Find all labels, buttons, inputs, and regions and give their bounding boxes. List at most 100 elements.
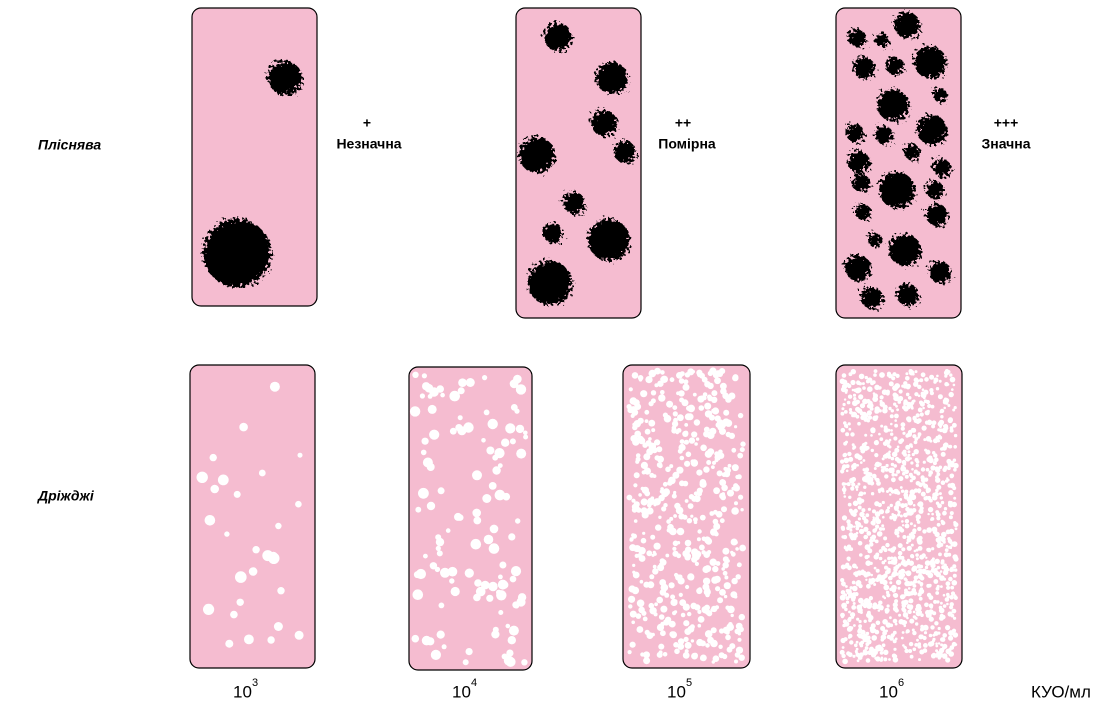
yeast-colony — [237, 599, 244, 606]
yeast-colony — [496, 590, 502, 596]
yeast-colony — [940, 585, 943, 588]
yeast-colony — [863, 492, 866, 495]
yeast-colony — [915, 458, 919, 462]
yeast-colony — [868, 508, 871, 511]
yeast-colony — [849, 411, 853, 415]
yeast-colony — [841, 407, 844, 410]
yeast-colony — [853, 602, 856, 605]
yeast-colony — [638, 493, 642, 497]
yeast-colony — [725, 635, 731, 641]
yeast-colony — [844, 593, 848, 597]
yeast-colony — [680, 439, 685, 444]
yeast-colony — [918, 634, 923, 639]
yeast-colony — [904, 646, 907, 649]
mold-colony — [875, 33, 889, 47]
yeast-colony — [952, 554, 957, 559]
level-text: Помірна — [658, 136, 716, 152]
yeast-colony — [852, 389, 855, 392]
yeast-colony — [891, 477, 896, 482]
yeast-colony — [706, 460, 711, 465]
yeast-colony — [634, 431, 641, 438]
yeast-colony — [949, 595, 954, 600]
yeast-colony — [629, 585, 636, 592]
yeast-colony — [486, 447, 494, 455]
yeast-colony — [698, 624, 702, 628]
yeast-colony — [944, 507, 947, 510]
yeast-colony — [881, 657, 884, 660]
yeast-colony — [945, 401, 948, 404]
yeast-colony — [670, 599, 677, 606]
yeast-colony — [901, 427, 905, 431]
yeast-colony — [910, 461, 913, 464]
yeast-colony — [509, 626, 519, 636]
yeast-colony — [874, 440, 879, 445]
yeast-colony — [936, 537, 941, 542]
yeast-colony — [941, 532, 947, 538]
yeast-colony — [704, 403, 711, 410]
yeast-colony — [491, 630, 499, 638]
yeast-colony — [715, 415, 721, 421]
yeast-colony — [629, 538, 633, 542]
yeast-colony — [735, 629, 741, 635]
yeast-colony — [947, 404, 950, 407]
yeast-colony — [672, 547, 676, 551]
yeast-colony — [234, 491, 241, 498]
yeast-colony — [737, 453, 743, 459]
yeast-colony — [740, 615, 743, 618]
yeast-colony — [882, 490, 885, 493]
yeast-colony — [903, 399, 907, 403]
yeast-colony — [732, 375, 738, 381]
yeast-colony — [923, 438, 926, 441]
yeast-colony — [950, 501, 952, 503]
yeast-colony — [903, 385, 907, 389]
yeast-colony — [663, 378, 668, 383]
yeast-colony — [449, 578, 454, 583]
yeast-colony — [933, 380, 936, 383]
yeast-colony — [902, 432, 905, 435]
yeast-colony — [645, 429, 651, 435]
yeast-colony — [484, 410, 490, 416]
yeast-colony — [416, 569, 426, 579]
yeast-colony — [903, 513, 908, 518]
yeast-colony — [870, 427, 875, 432]
yeast-colony — [907, 450, 910, 453]
yeast-colony — [687, 573, 694, 580]
yeast-colony — [939, 606, 943, 610]
yeast-colony — [939, 543, 943, 547]
yeast-colony — [669, 517, 673, 521]
yeast-colony — [655, 524, 661, 530]
yeast-colony — [918, 395, 921, 398]
yeast-colony — [740, 441, 745, 446]
yeast-colony — [691, 459, 695, 463]
yeast-colony — [861, 411, 864, 414]
yeast-colony — [900, 486, 903, 489]
yeast-colony — [869, 578, 872, 581]
yeast-colony — [870, 434, 873, 437]
yeast-colony — [910, 522, 913, 525]
yeast-colony — [841, 412, 845, 416]
yeast-colony — [849, 529, 852, 532]
yeast-colony — [739, 655, 745, 661]
yeast-colony — [916, 514, 921, 519]
yeast-colony — [727, 490, 734, 497]
yeast-colony — [736, 647, 743, 654]
yeast-colony — [498, 610, 503, 615]
yeast-colony — [858, 517, 861, 520]
yeast-colony — [850, 626, 853, 629]
yeast-colony — [653, 565, 657, 569]
yeast-colony — [842, 373, 847, 378]
yeast-colony — [865, 603, 868, 606]
yeast-colony — [736, 574, 741, 579]
yeast-colony — [932, 557, 935, 560]
yeast-colony — [940, 496, 943, 499]
yeast-colony — [928, 507, 933, 512]
yeast-colony — [628, 650, 632, 654]
yeast-colony — [859, 374, 865, 380]
yeast-colony — [633, 483, 637, 487]
yeast-colony — [895, 473, 898, 476]
yeast-colony — [421, 450, 427, 456]
yeast-colony — [879, 509, 884, 514]
yeast-colony — [685, 413, 692, 420]
yeast-colony — [673, 514, 677, 518]
yeast-colony — [687, 612, 691, 616]
